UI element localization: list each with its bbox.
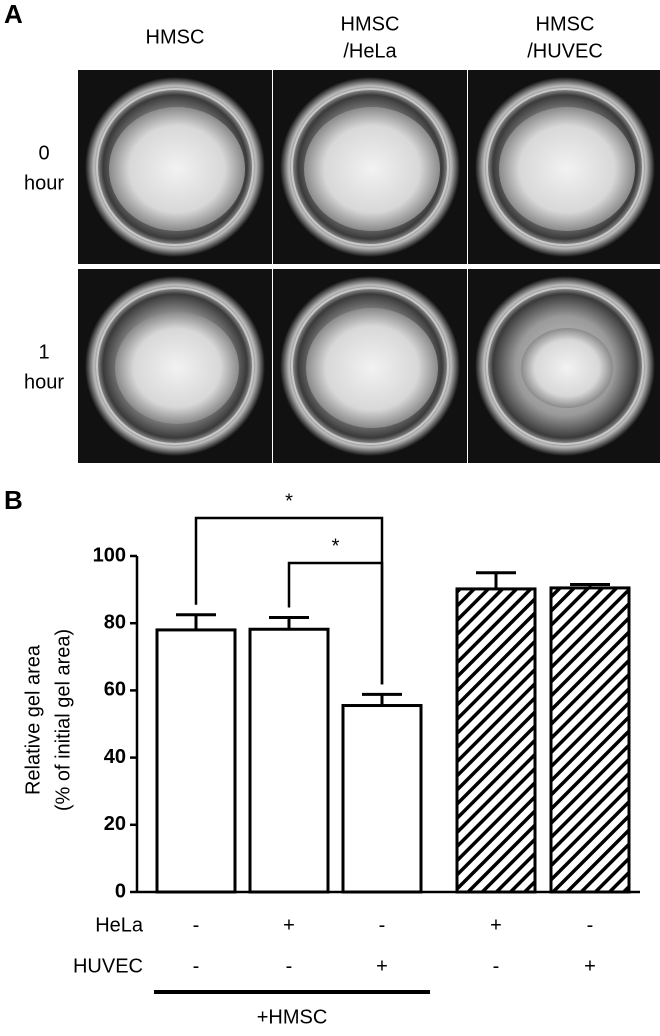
y-tick-label: 20 <box>104 813 126 835</box>
significance-bracket <box>287 561 384 685</box>
column-label: /HUVEC <box>527 40 603 62</box>
condition-mark: - <box>379 914 386 936</box>
y-axis-label-line: (% of initial gel area) <box>52 629 74 811</box>
gel <box>304 107 440 231</box>
bar <box>248 627 330 894</box>
y-tick-label: 40 <box>104 746 126 768</box>
dish-rim <box>486 88 644 246</box>
condition-label: HUVEC <box>73 955 143 977</box>
photo <box>78 269 272 463</box>
y-axis-label: Relative gel area (% of initial gel area) <box>22 629 74 811</box>
row-label: hour <box>24 371 64 393</box>
panel-label: B <box>4 485 23 515</box>
gel <box>109 107 245 231</box>
condition-mark: + <box>283 914 295 936</box>
condition-mark: - <box>587 914 594 936</box>
dish-rim <box>291 88 449 246</box>
row-label: 0 <box>38 142 49 164</box>
condition-mark: - <box>286 955 293 977</box>
condition-mark: + <box>376 955 388 977</box>
condition-mark: - <box>193 955 200 977</box>
photo <box>273 269 467 463</box>
panel-label: A <box>4 0 23 29</box>
photo <box>468 70 660 264</box>
bar <box>455 587 537 894</box>
photo <box>273 70 467 264</box>
condition-mark: - <box>493 955 500 977</box>
condition-mark: + <box>490 914 502 936</box>
dish-rim <box>486 287 644 445</box>
dish-rim <box>96 88 254 246</box>
photo <box>468 269 660 463</box>
y-tick-label: 100 <box>93 544 126 566</box>
y-tick-label: 60 <box>104 679 126 701</box>
dish-rim <box>96 287 254 445</box>
significance-label: * <box>285 490 293 512</box>
gel <box>306 308 438 428</box>
gel <box>521 328 613 408</box>
row-label: 1 <box>38 341 49 363</box>
significance-label: * <box>332 535 340 557</box>
row-label: hour <box>24 172 64 194</box>
condition-mark: - <box>193 914 200 936</box>
gel <box>115 312 239 424</box>
y-tick-label: 80 <box>104 611 126 633</box>
group-label: +HMSC <box>257 1006 328 1028</box>
condition-mark: + <box>584 955 596 977</box>
photo <box>78 70 272 264</box>
bar <box>155 628 237 894</box>
y-tick-label: 0 <box>115 880 126 902</box>
condition-label: HeLa <box>95 914 144 936</box>
bar <box>549 586 631 894</box>
bar <box>341 704 423 894</box>
gel <box>499 107 635 231</box>
dish-rim <box>291 287 449 445</box>
column-label: HMSC <box>341 13 400 35</box>
column-label: /HeLa <box>343 40 397 62</box>
y-axis-label-line: Relative gel area <box>22 644 44 795</box>
column-label: HMSC <box>536 13 595 35</box>
column-label: HMSC <box>146 26 205 48</box>
